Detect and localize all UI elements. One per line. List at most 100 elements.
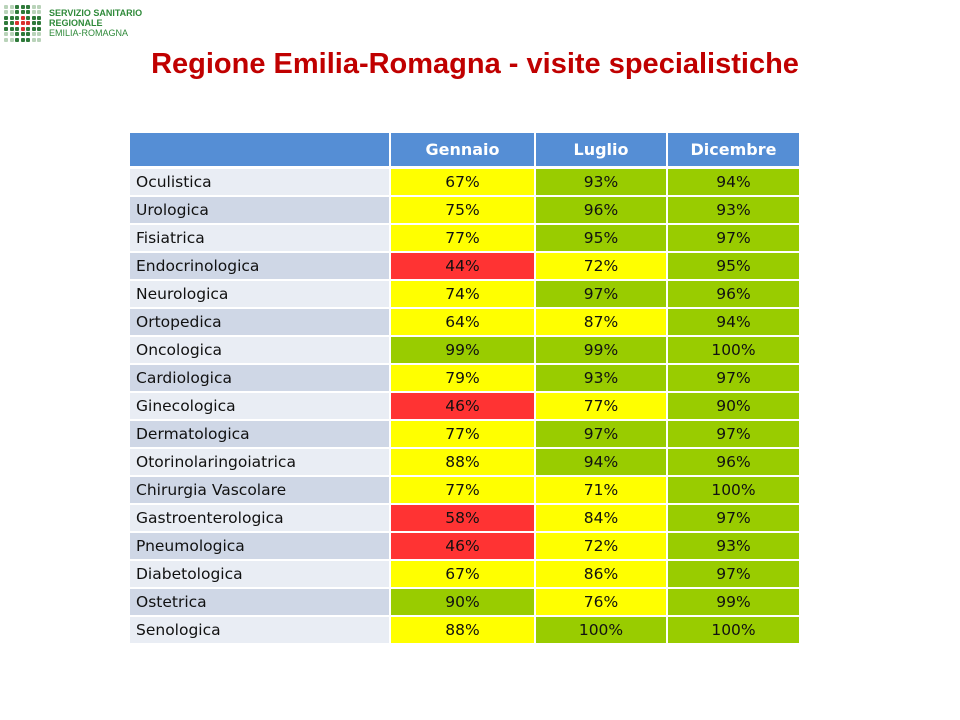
- value-cell: 93%: [668, 533, 799, 561]
- logo-dot: [31, 32, 36, 36]
- value-cell: 75%: [391, 197, 534, 225]
- logo-dot: [4, 10, 8, 14]
- value-cell: 96%: [668, 449, 799, 477]
- logo-dot: [31, 21, 36, 25]
- logo-dot: [26, 21, 30, 25]
- value-cell: 77%: [391, 421, 534, 449]
- value-cell: 97%: [668, 225, 799, 253]
- table-row: Oncologica 99% 99% 100%: [130, 337, 799, 365]
- value-cell: 97%: [668, 561, 799, 589]
- table-row: Otorinolaringoiatrica 88% 94% 96%: [130, 449, 799, 477]
- logo-dot: [31, 37, 36, 42]
- value-cell: 76%: [536, 589, 666, 617]
- row-label: Fisiatrica: [130, 225, 389, 253]
- value-cell: 46%: [391, 393, 534, 421]
- logo-dot: [26, 4, 30, 9]
- logo-dot: [4, 26, 8, 31]
- value-cell: 90%: [391, 589, 534, 617]
- value-cell: 72%: [536, 533, 666, 561]
- logo-dot: [26, 37, 30, 42]
- value-cell: 94%: [668, 309, 799, 337]
- logo-dot: [31, 15, 36, 20]
- value-cell: 96%: [536, 197, 666, 225]
- logo-dot: [15, 37, 19, 42]
- value-cell: 95%: [536, 225, 666, 253]
- row-label: Cardiologica: [130, 365, 389, 393]
- table-row: Ginecologica 46% 77% 90%: [130, 393, 799, 421]
- logo-dot: [4, 37, 8, 42]
- logo-dot: [31, 10, 36, 14]
- logo-dot: [9, 15, 14, 20]
- logo-dot: [4, 32, 8, 36]
- logo-line1: SERVIZIO SANITARIO REGIONALE: [49, 8, 143, 28]
- logo-cross-icon: [4, 4, 41, 42]
- value-cell: 72%: [536, 253, 666, 281]
- value-cell: 67%: [391, 561, 534, 589]
- value-cell: 71%: [536, 477, 666, 505]
- row-label: Endocrinologica: [130, 253, 389, 281]
- value-cell: 77%: [391, 225, 534, 253]
- value-cell: 93%: [536, 365, 666, 393]
- value-cell: 97%: [668, 505, 799, 533]
- logo-dot: [4, 15, 8, 20]
- table-row: Cardiologica 79% 93% 97%: [130, 365, 799, 393]
- value-cell: 97%: [668, 421, 799, 449]
- value-cell: 88%: [391, 449, 534, 477]
- value-cell: 79%: [391, 365, 534, 393]
- value-cell: 86%: [536, 561, 666, 589]
- table-row: Ortopedica 64% 87% 94%: [130, 309, 799, 337]
- logo-dot: [20, 37, 25, 42]
- value-cell: 93%: [668, 197, 799, 225]
- logo-dot: [37, 26, 41, 31]
- value-cell: 46%: [391, 533, 534, 561]
- logo-dot: [26, 15, 30, 20]
- page-title: Regione Emilia-Romagna - visite speciali…: [151, 48, 799, 80]
- row-label: Neurologica: [130, 281, 389, 309]
- value-cell: 74%: [391, 281, 534, 309]
- logo-dot: [26, 10, 30, 14]
- logo-dot: [20, 26, 25, 31]
- row-label: Oncologica: [130, 337, 389, 365]
- logo-dot: [15, 10, 19, 14]
- row-label: Ginecologica: [130, 393, 389, 421]
- row-label: Chirurgia Vascolare: [130, 477, 389, 505]
- value-cell: 67%: [391, 169, 534, 197]
- table-row: Ostetrica 90% 76% 99%: [130, 589, 799, 617]
- value-cell: 99%: [668, 589, 799, 617]
- visits-table: Gennaio Luglio Dicembre Oculistica 67% 93%…: [128, 133, 801, 645]
- value-cell: 77%: [391, 477, 534, 505]
- value-cell: 97%: [536, 421, 666, 449]
- logo-dot: [4, 21, 8, 25]
- table-header-row: Gennaio Luglio Dicembre: [130, 133, 799, 169]
- row-label: Ortopedica: [130, 309, 389, 337]
- logo-dot: [9, 26, 14, 31]
- logo-dot: [37, 37, 41, 42]
- row-label: Dermatologica: [130, 421, 389, 449]
- row-label: Diabetologica: [130, 561, 389, 589]
- logo-dot: [15, 4, 19, 9]
- value-cell: 99%: [391, 337, 534, 365]
- table-row: Urologica 75% 96% 93%: [130, 197, 799, 225]
- logo-dot: [20, 21, 25, 25]
- logo-dot: [31, 26, 36, 31]
- header-blank: [130, 133, 389, 169]
- logo-dot: [37, 15, 41, 20]
- value-cell: 90%: [668, 393, 799, 421]
- value-cell: 87%: [536, 309, 666, 337]
- header-luglio: Luglio: [536, 133, 666, 169]
- row-label: Senologica: [130, 617, 389, 645]
- logo-dot: [15, 21, 19, 25]
- value-cell: 77%: [536, 393, 666, 421]
- value-cell: 58%: [391, 505, 534, 533]
- logo-dot: [9, 21, 14, 25]
- table-row: Neurologica 74% 97% 96%: [130, 281, 799, 309]
- table-row: Diabetologica 67% 86% 97%: [130, 561, 799, 589]
- logo-dot: [15, 26, 19, 31]
- logo-dot: [15, 15, 19, 20]
- table-row: Senologica 88% 100% 100%: [130, 617, 799, 645]
- logo-dot: [20, 32, 25, 36]
- value-cell: 44%: [391, 253, 534, 281]
- value-cell: 100%: [668, 477, 799, 505]
- row-label: Ostetrica: [130, 589, 389, 617]
- value-cell: 88%: [391, 617, 534, 645]
